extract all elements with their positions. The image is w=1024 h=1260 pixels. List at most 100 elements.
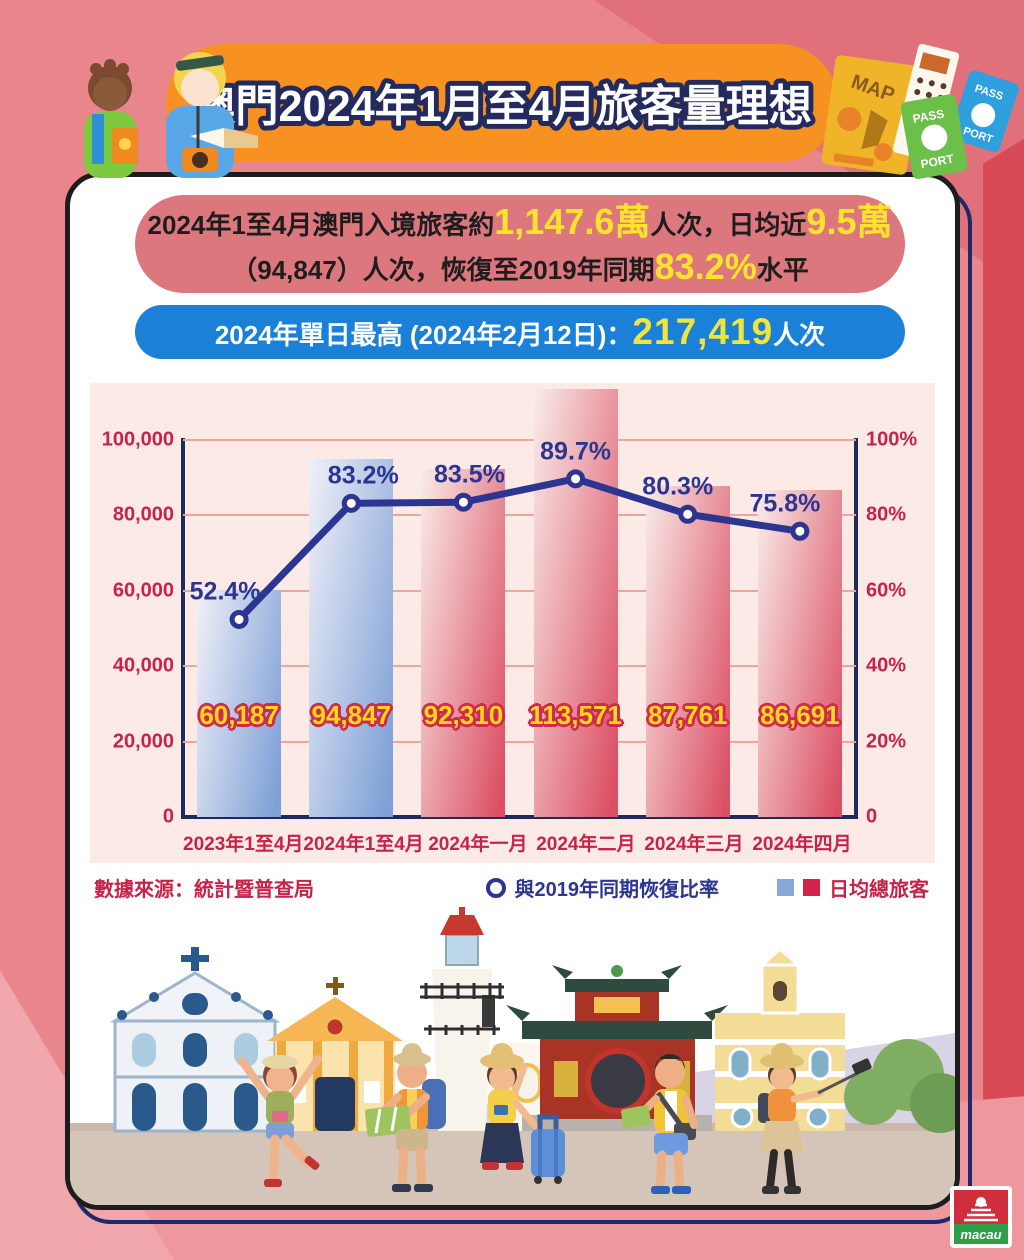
bar-2024年三月 (645, 486, 730, 817)
bar-2024年1至4月 (309, 459, 394, 817)
suitcase-icon (531, 1129, 565, 1177)
camera-icon (272, 1111, 288, 1122)
pediment-window (182, 993, 208, 1015)
macau-logo-icon: macau (950, 1186, 1012, 1248)
red-bar-swatch-icon (803, 879, 820, 896)
x-axis-label: 2024年一月 (428, 834, 528, 855)
arch-door (183, 1083, 207, 1131)
face (266, 1065, 294, 1093)
shorts (654, 1133, 688, 1155)
leg (397, 1146, 409, 1190)
line-point-label: 80.3% (642, 472, 714, 501)
lighthouse-tower (432, 969, 492, 1131)
hair (655, 1054, 685, 1069)
arch-window (132, 1033, 156, 1067)
tourist-backpacker (364, 1043, 446, 1192)
face (397, 1058, 427, 1088)
passport-green-icon: PASS PORT (900, 94, 968, 179)
sun-hat-icon (262, 1055, 298, 1069)
bar-value-label: 92,310 (423, 700, 504, 730)
x-axis-label: 2023年1至4月 (183, 834, 304, 855)
left-axis-tick: 40,000 (112, 654, 174, 677)
passport-green-circle (921, 124, 948, 151)
face (489, 1065, 515, 1091)
right-axis-tick: 0 (866, 805, 878, 828)
gridline (183, 665, 856, 668)
hair-puff (104, 59, 116, 71)
face (770, 1066, 794, 1090)
finial (459, 907, 465, 917)
shoe (651, 1186, 670, 1194)
x-axis-label: 2024年二月 (536, 834, 636, 855)
legend-line-series: 與2019年同期恢復比率 (485, 873, 719, 902)
line-point-label: 75.8% (749, 489, 821, 518)
ticket-dot (940, 83, 947, 90)
shoe (304, 1156, 320, 1170)
daily-high-unit: 人次 (773, 319, 826, 350)
x-axis-labels: 2023年1至4月 2024年1至4月 2024年一月 2024年二月 2024年三月 2… (183, 829, 856, 856)
suitcase-wheel (534, 1176, 542, 1184)
map-fold (374, 1108, 382, 1134)
wide-pants (480, 1123, 524, 1163)
main-card: 2024年1至4月澳門入境旅客約 1,147.6萬 人次，日均近 9.5萬 （94,8… (65, 172, 960, 1210)
tourist-yellow-shirt-man (620, 1054, 698, 1194)
logo-green-field (954, 1224, 1008, 1244)
pilaster (384, 1041, 393, 1131)
pinnacle (231, 992, 241, 1002)
facade-sun (976, 1197, 986, 1207)
hair-puff (117, 63, 129, 75)
daily-high-label: 2024年單日最高 (2024年2月12日)： (214, 319, 633, 350)
roof-finial (611, 965, 623, 977)
top (768, 1089, 796, 1123)
daily-high-value: 217,419 (632, 310, 774, 352)
ticket-dot (914, 89, 921, 96)
shoe (392, 1184, 411, 1192)
y-axis-right-line (854, 438, 858, 819)
line-marker (341, 493, 361, 513)
trim (715, 1039, 845, 1045)
hat-dome (771, 1043, 793, 1065)
leg (673, 1150, 685, 1192)
line-point-label: 83.2% (327, 461, 399, 490)
tourists-illustration (48, 36, 268, 178)
line-marker (229, 609, 249, 629)
lattice-window (554, 1061, 578, 1097)
shoe (784, 1186, 801, 1194)
line-marker (566, 469, 586, 489)
leg (655, 1150, 667, 1192)
suitcase-wheel (554, 1176, 562, 1184)
shoe (482, 1162, 499, 1170)
skirt (760, 1121, 804, 1153)
roof-horn (552, 965, 573, 979)
legend-bar-label: 日均總旅客 (829, 879, 929, 901)
hat-dome (491, 1043, 513, 1065)
chart-legend: 與2019年同期恢復比率 日均總旅客 (485, 873, 929, 902)
summary-line-2: （94,847）人次，恢復至2019年同期 83.2% 水平 (231, 244, 808, 289)
right-axis-tick: 20% (866, 730, 907, 753)
gable-top (758, 946, 802, 967)
bar-value-label: 87,761 (647, 700, 728, 730)
daily-high-pill: 2024年單日最高 (2024年2月12日)： 217,419 人次 (135, 305, 905, 359)
bar-2024年一月 (421, 469, 506, 817)
hat-dome (402, 1043, 422, 1063)
tower-block (482, 995, 495, 1027)
daily-high-line: 2024年單日最高 (2024年2月12日)： 217,419 人次 (215, 309, 825, 355)
map-blob (837, 107, 862, 132)
arm (790, 1089, 824, 1103)
leg (415, 1146, 427, 1190)
shoe (762, 1186, 779, 1194)
bush (910, 1073, 955, 1133)
recovery-line-series (229, 469, 810, 629)
medallion (324, 1016, 346, 1038)
summary-text: （94,847）人次，恢復至2019年同期 (231, 255, 655, 285)
left-axis-tick: 80,000 (112, 503, 174, 526)
roof-horn (506, 1005, 530, 1021)
arm (238, 1057, 272, 1101)
passport-green-text2: PORT (920, 152, 956, 172)
ticket-stripe (919, 52, 951, 75)
summary-text: 人次，日均近 (650, 210, 807, 240)
tourist-suitcase-woman (480, 1043, 565, 1184)
left-axis-tick: 20,000 (112, 730, 174, 753)
church-door (315, 1077, 355, 1131)
shorts (396, 1129, 428, 1151)
